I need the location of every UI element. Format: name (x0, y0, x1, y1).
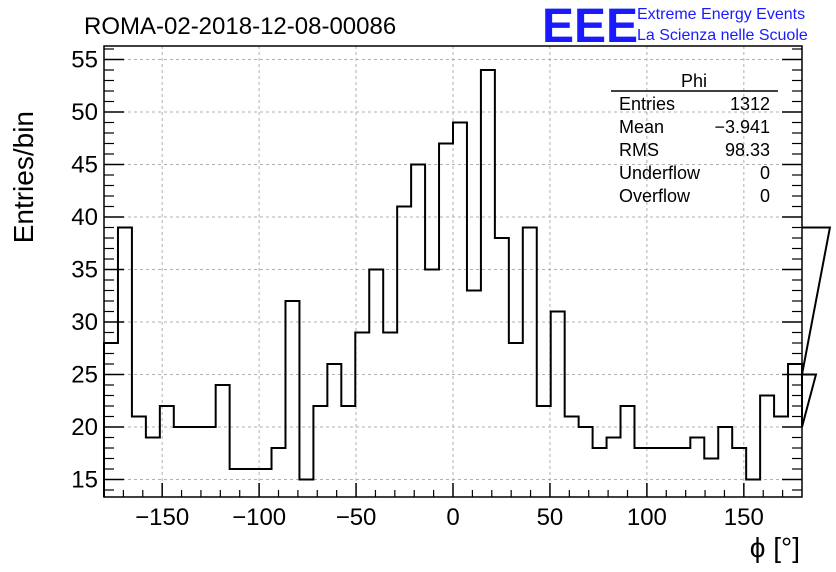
stats-value: 0 (760, 163, 770, 183)
x-tick-label: 100 (627, 504, 667, 531)
eee-logo: EEE (542, 0, 638, 53)
stats-label: RMS (619, 140, 659, 160)
x-tick-label: 50 (537, 504, 564, 531)
y-tick-label: 50 (71, 99, 98, 126)
y-tick-label: 40 (71, 204, 98, 231)
x-tick-label: −50 (336, 504, 377, 531)
y-axis-title: Entries/bin (8, 111, 39, 243)
histogram-bin (397, 207, 411, 498)
histogram-bin (285, 301, 299, 497)
histogram-series (103, 69, 832, 498)
y-tick-label: 45 (71, 152, 98, 179)
histogram-bin (662, 448, 676, 497)
histogram-bin (523, 228, 537, 498)
histogram-bin (327, 364, 341, 497)
stats-value: 98.33 (725, 140, 770, 160)
histogram-bin (774, 417, 788, 498)
histogram-bin (718, 427, 732, 497)
histogram-bin (481, 70, 495, 497)
stats-label: Mean (619, 117, 664, 137)
histogram-bin (746, 480, 760, 498)
histogram-bin (704, 459, 718, 498)
histogram-bin (244, 469, 258, 497)
histogram-bin (118, 228, 132, 498)
x-tick-label: −150 (135, 504, 189, 531)
grid (104, 46, 802, 497)
x-tick-label: −100 (232, 504, 286, 531)
stats-label: Entries (619, 94, 675, 114)
histogram-bin (383, 333, 397, 498)
histogram-bin (676, 448, 690, 497)
histogram-bin (565, 417, 579, 498)
y-tick-label: 25 (71, 362, 98, 389)
histogram-bin (230, 469, 244, 497)
chart-title: ROMA-02-2018-12-08-00086 (84, 13, 396, 40)
y-tick-label: 35 (71, 257, 98, 284)
axis-ticks (104, 48, 802, 497)
histogram-bin (174, 427, 188, 497)
histogram-bin (690, 438, 704, 498)
stats-name: Phi (681, 71, 707, 91)
histogram-bin (146, 438, 160, 498)
stats-label: Underflow (619, 163, 701, 183)
histogram-bin (272, 448, 286, 497)
histogram-bin (369, 270, 383, 498)
histogram-bin (104, 343, 118, 497)
histogram-bin (551, 312, 565, 498)
histogram-bin (313, 406, 327, 497)
x-tick-label: 150 (724, 504, 764, 531)
histogram-bin (132, 417, 146, 498)
histogram-line (103, 69, 832, 497)
stats-value: 0 (760, 186, 770, 206)
y-tick-label: 55 (71, 47, 98, 74)
histogram-bin (760, 396, 774, 498)
histogram-bin (593, 448, 607, 497)
y-tick-label: 15 (71, 467, 98, 494)
histogram-bin (202, 427, 216, 497)
histogram-bin (509, 343, 523, 497)
histogram-bin (788, 364, 802, 497)
histogram-bin (216, 385, 230, 497)
histogram-bin (299, 480, 313, 498)
histogram-bin (411, 165, 425, 498)
x-tick-label: 0 (446, 504, 459, 531)
logo-line-1: Extreme Energy Events (637, 6, 805, 23)
histogram-bin (621, 406, 635, 497)
stats-label: Overflow (619, 186, 691, 206)
histogram-bin (495, 238, 509, 497)
logo-line-2: La Scienza nelle Scuole (637, 27, 808, 44)
y-tick-labels: 15 20 25 30 35 40 45 50 55 (71, 47, 98, 494)
y-tick-label: 30 (71, 309, 98, 336)
y-tick-label: 20 (71, 414, 98, 441)
histogram-bin (579, 427, 593, 497)
histogram-bin (607, 438, 621, 498)
stats-value: 1312 (730, 94, 770, 114)
histogram-bin (648, 448, 662, 497)
stats-value: −3.941 (714, 117, 770, 137)
x-tick-labels: −150 −100 −50 0 50 100 150 (135, 504, 764, 531)
x-axis-title: ϕ [°] (750, 532, 800, 563)
histogram-bin (467, 291, 481, 498)
histogram-bin (341, 406, 355, 497)
histogram-bin (453, 123, 467, 498)
histogram-bin (188, 427, 202, 497)
stats-box: Phi Entries 1312 Mean −3.941 RMS 98.33 Underfl… (611, 71, 778, 206)
histogram-bin (425, 270, 439, 498)
histogram-bin (439, 144, 453, 498)
histogram-bin (355, 333, 369, 498)
histogram-bin (537, 406, 551, 497)
